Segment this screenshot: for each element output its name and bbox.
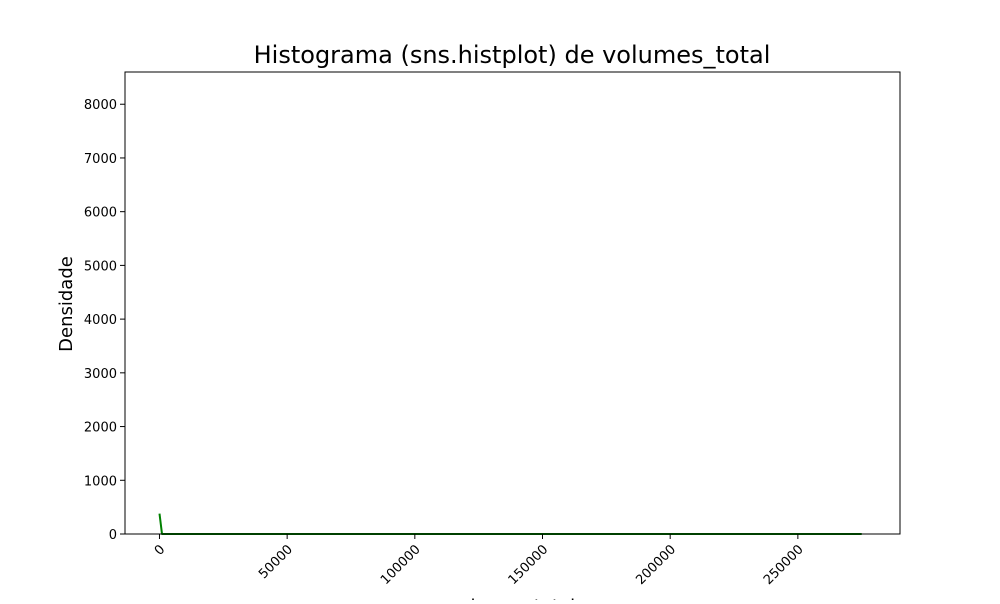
y-tick-label: 4000 <box>84 313 117 328</box>
y-axis-label: Densidade <box>56 256 77 352</box>
y-tick-label: 6000 <box>84 206 117 221</box>
y-tick-label: 2000 <box>84 421 117 436</box>
y-tick-label: 7000 <box>84 152 117 167</box>
y-tick-label: 3000 <box>84 367 117 382</box>
x-axis-label: volumes_total <box>449 596 575 600</box>
y-tick-label: 8000 <box>84 98 117 113</box>
y-tick-label: 5000 <box>84 259 117 274</box>
y-tick-label: 1000 <box>84 474 117 489</box>
axes-frame <box>124 71 901 535</box>
y-tick-label: 0 <box>109 528 117 543</box>
chart-title: Histograma (sns.histplot) de volumes_tot… <box>254 41 771 69</box>
